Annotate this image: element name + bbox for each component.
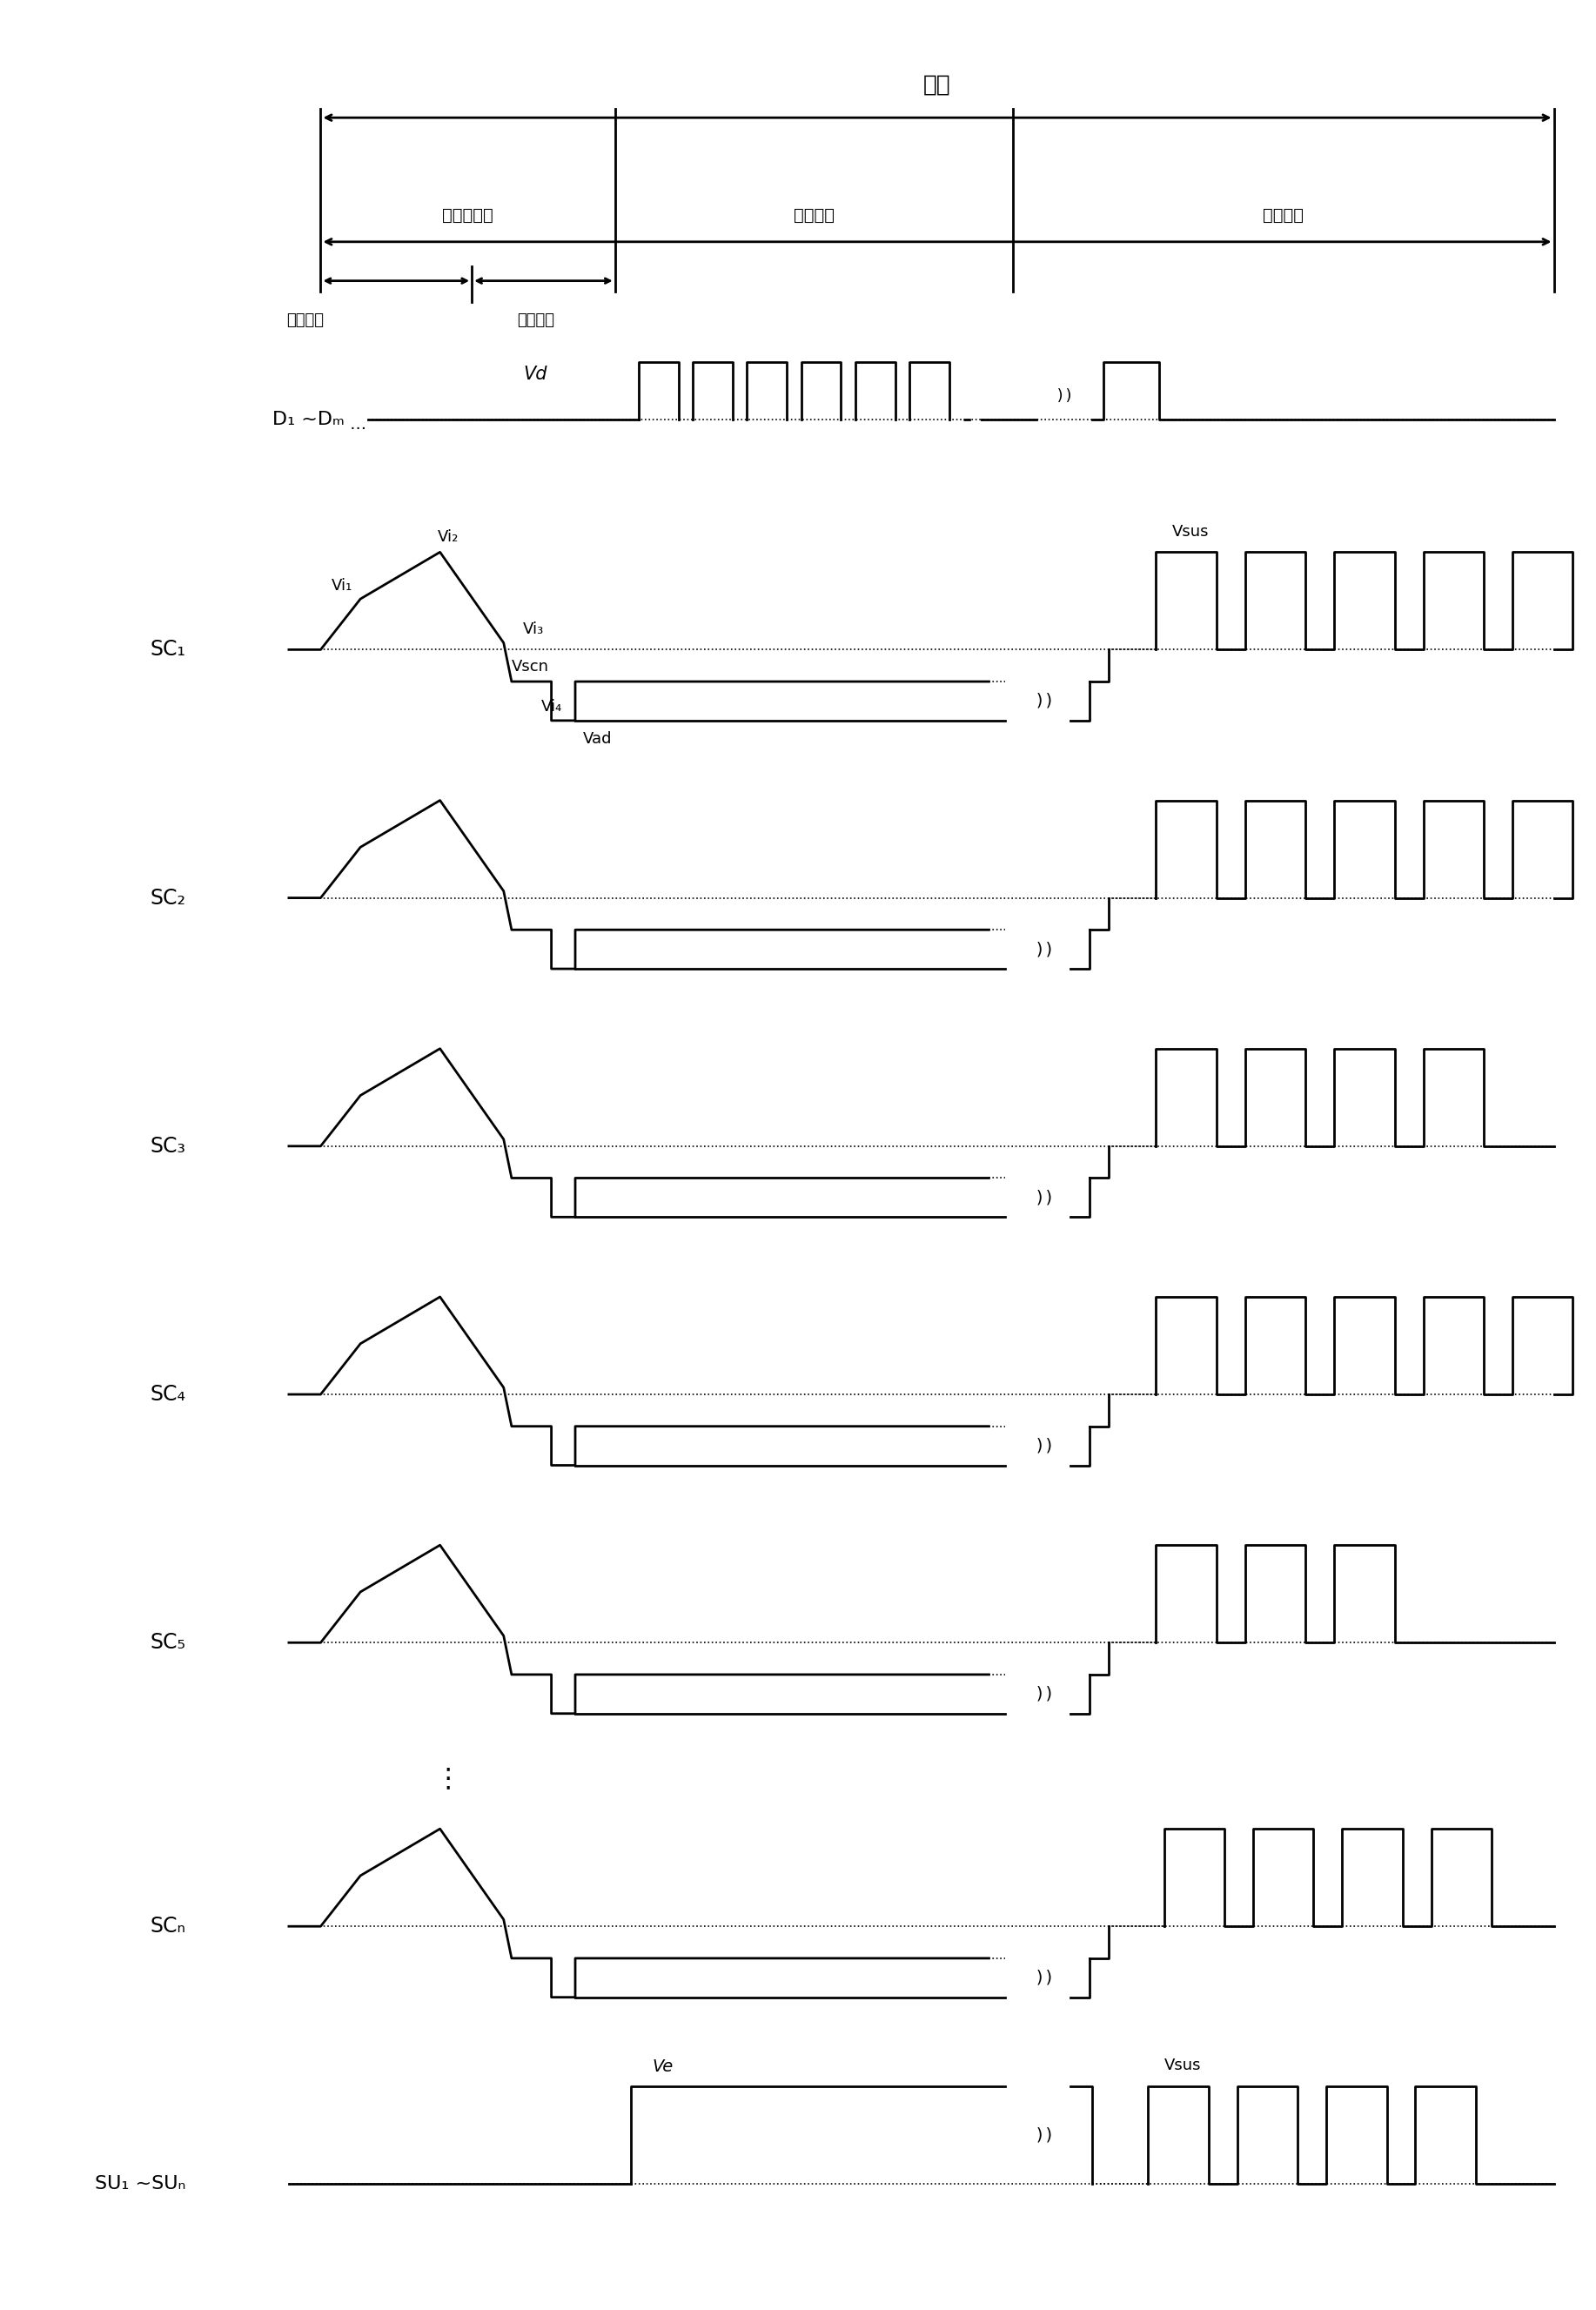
Text: )): )) — [1034, 2128, 1055, 2144]
Text: Vsus: Vsus — [1171, 524, 1208, 541]
Text: 后半部分: 后半部分 — [517, 312, 554, 328]
Text: Vi₁: Vi₁ — [332, 578, 353, 594]
Text: 初始化期间: 初始化期间 — [442, 208, 493, 224]
Text: Vd: Vd — [523, 365, 547, 383]
Text: Vi₄: Vi₄ — [541, 700, 562, 716]
Text: D₁ ~Dₘ: D₁ ~Dₘ — [273, 411, 345, 427]
Text: ...: ... — [345, 416, 365, 432]
Text: Ve: Ve — [653, 2058, 674, 2074]
Text: )): )) — [1034, 1686, 1055, 1702]
Text: Vad: Vad — [583, 732, 613, 746]
Text: )): )) — [1034, 1437, 1055, 1453]
Text: SC₃: SC₃ — [150, 1137, 185, 1157]
Text: ⋮: ⋮ — [434, 1767, 461, 1793]
Text: 子场: 子场 — [924, 74, 951, 97]
Text: )): )) — [1034, 1970, 1055, 1987]
Text: SC₂: SC₂ — [150, 887, 185, 908]
Text: Vi₃: Vi₃ — [523, 621, 544, 638]
Text: SC₁: SC₁ — [150, 640, 185, 661]
Text: SC₄: SC₄ — [150, 1384, 185, 1404]
Text: Vsus: Vsus — [1163, 2058, 1200, 2074]
Text: )): )) — [1034, 1190, 1055, 1206]
Text: Vi₂: Vi₂ — [437, 529, 458, 545]
Text: SU₁ ~SUₙ: SU₁ ~SUₙ — [94, 2174, 185, 2192]
Text: Vscn: Vscn — [512, 658, 549, 675]
Text: 写入期间: 写入期间 — [793, 208, 835, 224]
Text: SCₙ: SCₙ — [150, 1915, 185, 1936]
Text: 前半部分: 前半部分 — [286, 312, 324, 328]
Text: )): )) — [1034, 940, 1055, 959]
Text: SC₅: SC₅ — [150, 1633, 185, 1654]
Text: 维持期间: 维持期间 — [1262, 208, 1304, 224]
Text: )): )) — [1057, 388, 1074, 404]
Text: )): )) — [1034, 693, 1055, 709]
